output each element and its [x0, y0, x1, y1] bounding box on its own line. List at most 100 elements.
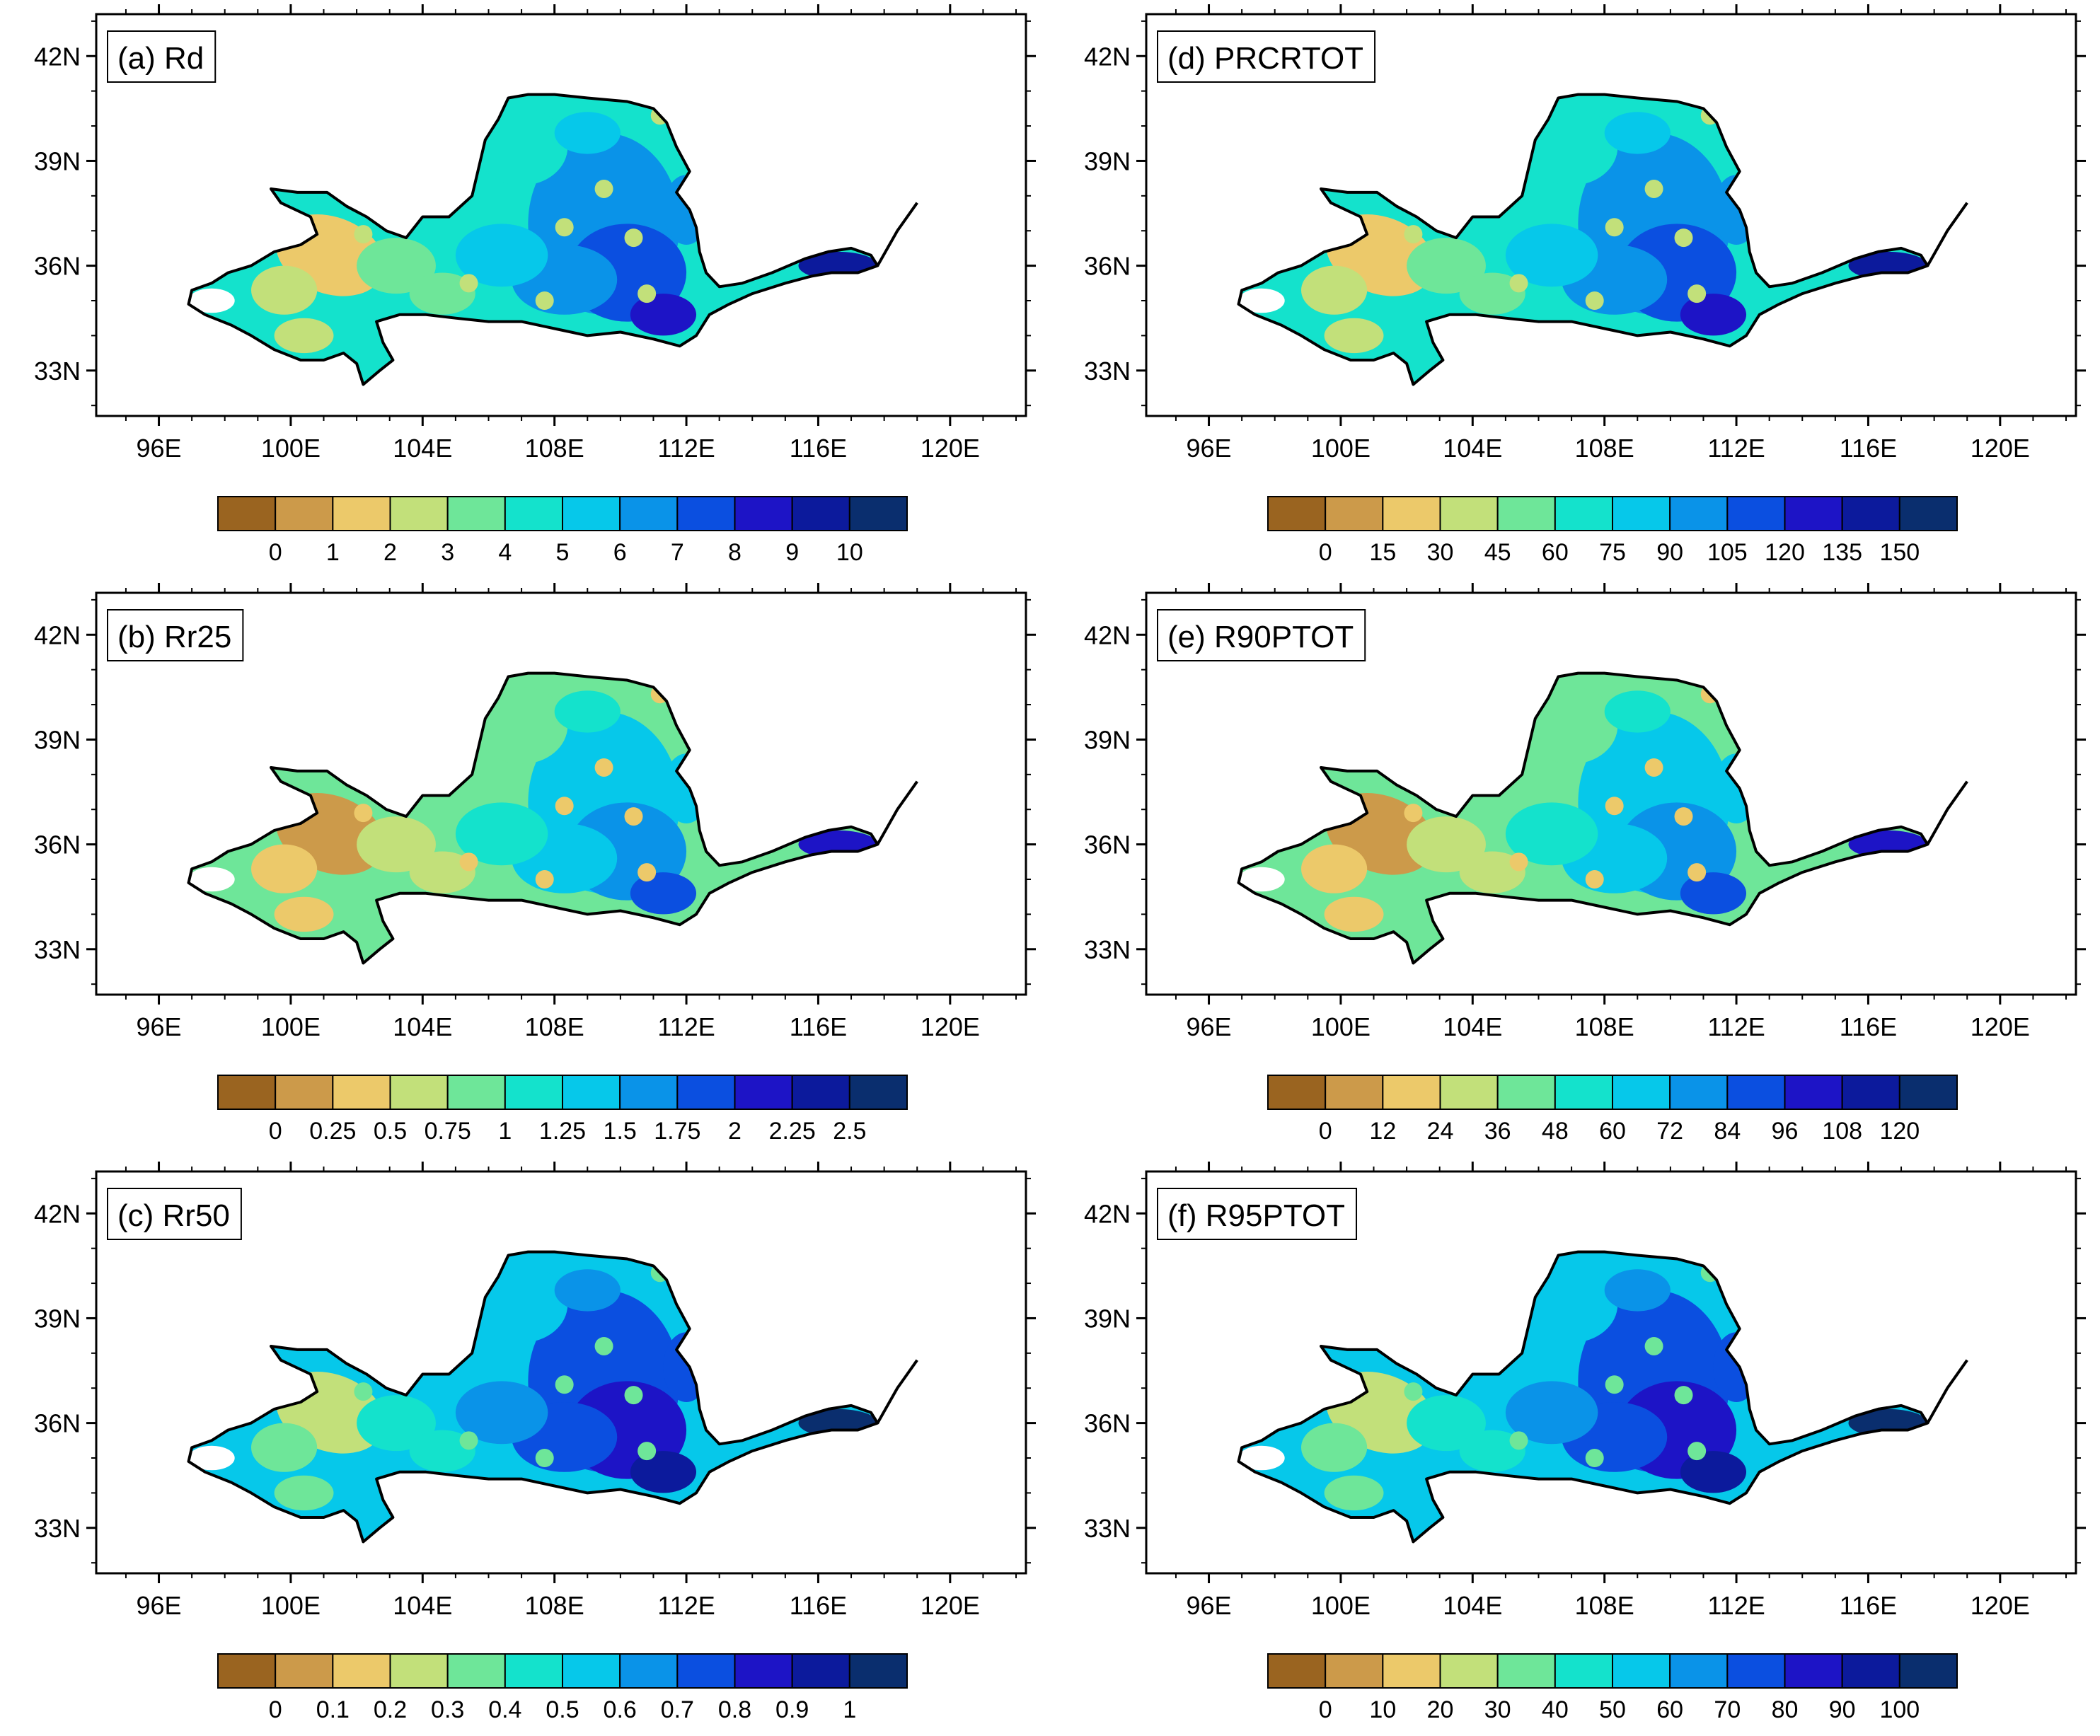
panel-title-box — [1157, 30, 1376, 83]
field-spot — [354, 1382, 373, 1401]
colorbar-label: 20 — [1427, 1696, 1454, 1723]
colorbar-label: 120 — [1879, 1118, 1920, 1145]
field-spot — [354, 225, 373, 244]
field-patch — [1505, 802, 1598, 866]
colorbar-label: 90 — [1656, 539, 1683, 566]
colorbar-swatch — [1325, 496, 1384, 531]
field-spot — [1509, 852, 1528, 872]
colorbar-label: 2 — [728, 1118, 742, 1145]
panel-title-text: (b) Rr25 — [117, 620, 231, 654]
field-patch — [409, 1430, 475, 1472]
basin-field-b — [188, 685, 878, 932]
field-spot — [594, 179, 613, 198]
basin-outline-f — [1237, 1250, 1929, 1544]
river-mouth-line — [1926, 780, 1968, 845]
panel-title-text: (c) Rr50 — [117, 1198, 230, 1233]
field-spot — [1605, 797, 1624, 816]
lat-tick-label: 39N — [34, 146, 81, 175]
lon-tick-label: 108E — [1575, 1591, 1634, 1620]
lat-tick-label: 39N — [1084, 1304, 1131, 1333]
lon-tick-label: 120E — [921, 434, 980, 463]
field-patch — [274, 896, 334, 932]
colorbar-swatch — [1496, 496, 1556, 531]
colorbar-swatch — [332, 496, 391, 531]
field-patch — [554, 112, 621, 154]
colorbar-swatch — [676, 1653, 736, 1689]
colorbar-swatch — [1382, 496, 1441, 531]
field-patch — [1459, 851, 1525, 893]
lat-tick-label: 33N — [34, 357, 81, 386]
colorbar-label: 0.6 — [604, 1696, 637, 1723]
colorbar-label: 30 — [1427, 539, 1454, 566]
field-patch — [1604, 1269, 1671, 1312]
colorbar-swatch — [1439, 496, 1499, 531]
colorbar-swatch — [275, 1653, 334, 1689]
lon-tick-label: 96E — [1187, 1012, 1232, 1041]
field-spot — [535, 870, 554, 889]
colorbar-swatch — [275, 1075, 334, 1110]
map-panel-rr25: 96E 100E 104E 108E 112E 116E 120E 42N 39N 36N 33N (… — [0, 579, 1050, 1157]
colorbar-swatch — [619, 1075, 679, 1110]
colorbar-swatch — [1267, 1653, 1327, 1689]
panel-title-box — [107, 1188, 242, 1240]
lon-tick-label: 120E — [1971, 434, 2030, 463]
map-frame — [1145, 1170, 2077, 1575]
colorbar-label: 48 — [1542, 1118, 1569, 1145]
colorbar-swatch — [619, 1653, 679, 1689]
field-patch — [455, 1381, 548, 1445]
colorbar-swatch — [1898, 1075, 1958, 1110]
colorbar-swatch — [848, 1075, 908, 1110]
colorbar-swatch — [1382, 1075, 1441, 1110]
colorbar-label: 0.1 — [316, 1696, 350, 1723]
field-patch — [554, 1269, 621, 1312]
map-panel-rr50: 96E 100E 104E 108E 112E 116E 120E 42N 39N 36N 33N (… — [0, 1157, 1050, 1736]
river-mouth-line — [876, 780, 918, 845]
field-spot — [555, 1375, 574, 1394]
lon-tick-label: 112E — [657, 434, 715, 463]
field-patch — [274, 1475, 334, 1511]
colorbar-swatch — [1612, 1075, 1671, 1110]
map-frame — [95, 1170, 1027, 1575]
lon-tick-label: 100E — [261, 434, 321, 463]
field-spot — [535, 1449, 554, 1468]
colorbar-swatch — [1841, 496, 1900, 531]
colorbar-swatch — [217, 1653, 277, 1689]
field-patch — [1680, 294, 1747, 336]
colorbar-swatch — [1612, 496, 1671, 531]
colorbar-label: 0.5 — [374, 1118, 407, 1145]
colorbar-swatch — [1669, 496, 1729, 531]
map-svg-c: 96E 100E 104E 108E 112E 116E 120E 42N 39N 36N 33N (… — [34, 1162, 1036, 1723]
colorbar-label: 3 — [441, 539, 454, 566]
field-spot — [1688, 1442, 1707, 1461]
colorbar-label: 1 — [843, 1696, 856, 1723]
field-spot — [459, 1431, 478, 1450]
colorbar-label: 1.75 — [654, 1118, 700, 1145]
colorbar-swatch — [791, 1075, 850, 1110]
map-svg-a: 96E 100E 104E 108E 112E 116E 120E 42N 39N 36N 33N (… — [34, 4, 1036, 566]
field-spot — [1585, 870, 1604, 889]
lon-tick-label: 120E — [1971, 1012, 2030, 1041]
map-frame — [95, 591, 1027, 996]
colorbar-label: 10 — [836, 539, 863, 566]
colorbar-swatch — [791, 496, 850, 531]
field-spot — [1644, 758, 1663, 777]
colorbar-label: 75 — [1599, 539, 1626, 566]
panel-title-text: (d) PRCRTOT — [1167, 41, 1363, 76]
lat-tick-label: 42N — [1084, 620, 1131, 649]
panel-title-text: (f) R95PTOT — [1167, 1198, 1345, 1233]
lon-tick-label: 108E — [1575, 1012, 1634, 1041]
field-spot — [354, 804, 373, 823]
colorbar-label: 1.5 — [604, 1118, 637, 1145]
panel-title-f: (f) R95PTOT — [1157, 1188, 1358, 1240]
lon-tick-label: 120E — [921, 1012, 980, 1041]
colorbar-swatch — [389, 496, 449, 531]
field-spot — [459, 852, 478, 872]
field-patch — [274, 318, 334, 354]
lon-tick-label: 104E — [1443, 1591, 1502, 1620]
field-spot — [1509, 274, 1528, 293]
field-spot — [594, 758, 613, 777]
field-patch — [357, 1395, 436, 1452]
basin-outline-e — [1237, 671, 1929, 965]
colorbar-label: 120 — [1765, 539, 1805, 566]
colorbar-label: 0 — [269, 1118, 282, 1145]
